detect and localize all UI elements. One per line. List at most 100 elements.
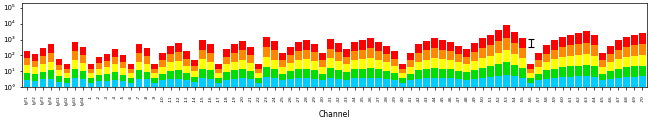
Bar <box>47 79 55 87</box>
Bar <box>447 60 454 69</box>
Bar <box>135 70 142 79</box>
Bar <box>375 60 382 69</box>
Bar <box>151 78 159 83</box>
Bar <box>431 78 438 87</box>
Bar <box>56 65 62 70</box>
Bar <box>287 63 294 71</box>
Bar <box>103 54 111 61</box>
Bar <box>23 80 31 87</box>
Bar <box>375 51 382 60</box>
Bar <box>215 64 222 69</box>
Bar <box>192 66 198 71</box>
Bar <box>40 72 46 80</box>
Bar <box>192 76 198 82</box>
Bar <box>415 70 422 79</box>
Bar <box>527 73 534 78</box>
Bar <box>32 61 38 67</box>
Bar <box>511 76 518 87</box>
Bar <box>79 79 86 87</box>
Bar <box>176 52 182 61</box>
Bar <box>295 51 302 60</box>
Bar <box>263 67 270 77</box>
Bar <box>535 80 542 87</box>
Bar <box>79 71 86 79</box>
Bar <box>615 59 622 69</box>
Bar <box>607 79 614 87</box>
Bar <box>319 60 326 67</box>
Bar <box>64 83 70 87</box>
X-axis label: Channel: Channel <box>319 110 350 119</box>
Bar <box>423 41 430 50</box>
Bar <box>551 78 558 87</box>
Bar <box>488 35 494 45</box>
Bar <box>96 57 102 63</box>
Bar <box>359 40 366 50</box>
Bar <box>280 67 286 74</box>
Bar <box>527 69 534 73</box>
Bar <box>463 72 470 80</box>
Bar <box>384 71 390 79</box>
Bar <box>248 71 254 79</box>
Bar <box>120 81 126 87</box>
Bar <box>144 48 150 56</box>
Bar <box>599 74 606 80</box>
Bar <box>615 40 622 50</box>
Bar <box>287 47 294 55</box>
Bar <box>183 51 190 59</box>
Bar <box>200 40 206 50</box>
Bar <box>488 66 494 77</box>
Bar <box>503 38 510 50</box>
Bar <box>56 82 62 87</box>
Bar <box>575 33 582 44</box>
Bar <box>135 53 142 62</box>
Bar <box>543 54 550 62</box>
Bar <box>151 64 159 69</box>
Bar <box>215 69 222 73</box>
Bar <box>599 80 606 87</box>
Bar <box>447 69 454 78</box>
Bar <box>367 58 374 68</box>
Bar <box>40 80 46 87</box>
Bar <box>503 50 510 62</box>
Bar <box>359 69 366 78</box>
Bar <box>311 79 318 87</box>
Bar <box>495 30 502 41</box>
Bar <box>384 79 390 87</box>
Bar <box>280 80 286 87</box>
Bar <box>351 78 358 87</box>
Bar <box>151 73 159 78</box>
Bar <box>32 81 38 87</box>
Bar <box>287 79 294 87</box>
Bar <box>559 77 566 87</box>
Bar <box>399 64 406 69</box>
Bar <box>503 75 510 87</box>
Bar <box>615 50 622 59</box>
Bar <box>543 62 550 71</box>
Bar <box>391 80 398 87</box>
Bar <box>631 77 638 87</box>
Bar <box>248 63 254 71</box>
Bar <box>168 62 174 71</box>
Bar <box>200 50 206 59</box>
Bar <box>72 51 79 60</box>
Bar <box>239 60 246 69</box>
Bar <box>463 64 470 72</box>
Bar <box>559 67 566 77</box>
Bar <box>351 69 358 78</box>
Bar <box>375 78 382 87</box>
Bar <box>343 80 350 87</box>
Bar <box>144 56 150 64</box>
Bar <box>295 69 302 78</box>
Bar <box>319 53 326 60</box>
Bar <box>431 48 438 58</box>
Bar <box>455 54 462 62</box>
Bar <box>287 55 294 63</box>
Bar <box>519 48 526 58</box>
Bar <box>599 60 606 67</box>
Bar <box>615 69 622 78</box>
Bar <box>463 57 470 64</box>
Bar <box>567 77 574 87</box>
Bar <box>639 55 646 66</box>
Bar <box>511 54 518 65</box>
Bar <box>56 70 62 76</box>
